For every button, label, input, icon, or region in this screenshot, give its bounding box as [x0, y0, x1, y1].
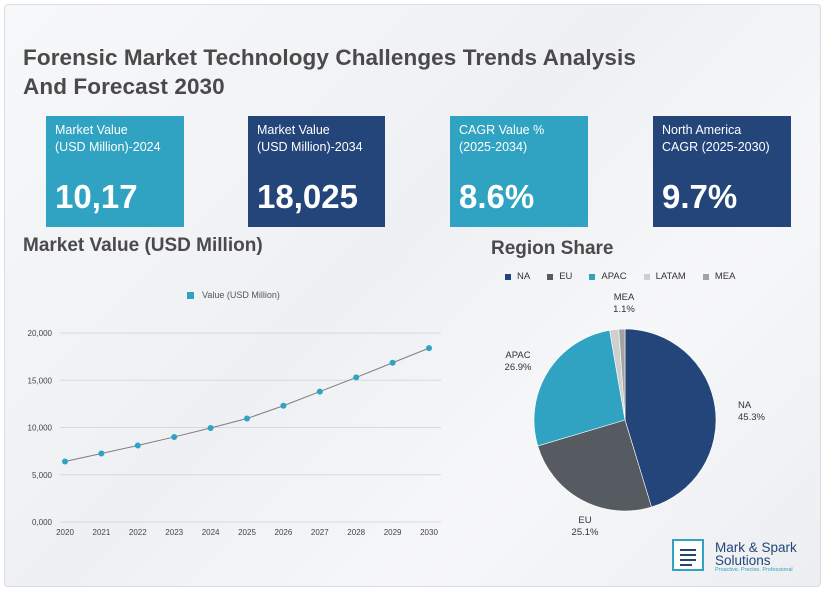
stat-card-market-value-2024: Market Value (USD Million)-2024 10,17 — [46, 116, 184, 227]
y-tick-label: 0,000 — [32, 518, 53, 527]
line-chart: 0,000 5,000 10,000 15,000 20,000 2020 2021 2022… — [28, 329, 441, 537]
company-name: Mark & Spark Solutions — [715, 540, 797, 568]
pie-slice-mea — [618, 328, 626, 421]
series-line — [64, 347, 430, 463]
legend-swatch — [643, 273, 650, 280]
data-point — [353, 374, 360, 381]
legend-swatch — [547, 273, 554, 280]
stat-card-label: Market Value (USD Million)-2024 — [55, 123, 161, 154]
stat-card-value: 8.6% — [459, 178, 535, 215]
data-point — [171, 433, 178, 440]
company-tagline: Proactive. Precise. Professional — [715, 567, 793, 573]
x-tick-label: 2021 — [93, 528, 111, 537]
x-tick-label: 2025 — [238, 528, 256, 537]
legend-item-mea: MEA — [702, 271, 736, 282]
legend-item-apac: APAC — [589, 271, 627, 282]
x-tick-label: 2030 — [420, 528, 438, 537]
data-point — [426, 345, 432, 352]
x-tick-label: 2024 — [202, 528, 220, 537]
page-title: Forensic Market Technology Challenges Tr… — [23, 45, 636, 99]
x-tick-label: 2020 — [56, 528, 74, 537]
legend-item-eu: EU — [547, 271, 572, 282]
pie-label-value: 1.1% — [613, 304, 635, 315]
data-point — [207, 424, 214, 431]
data-point — [316, 388, 323, 395]
y-tick-label: 10,000 — [28, 424, 53, 433]
data-point — [280, 402, 287, 409]
data-point — [62, 458, 68, 465]
pie-slice-eu — [537, 419, 652, 512]
company-logo: Mark & Spark Solutions Proactive. Precis… — [672, 539, 812, 575]
legend-swatch — [589, 273, 596, 280]
legend-swatch — [505, 273, 511, 280]
stat-card-market-value-2034: Market Value (USD Million)-2034 18,025 — [248, 116, 385, 227]
x-tick-label: 2028 — [347, 528, 365, 537]
pie-label-value: 45.3% — [738, 412, 765, 423]
legend-swatch — [187, 292, 194, 300]
pie-label-name: APAC — [505, 350, 530, 361]
legend-label: APAC — [601, 271, 627, 282]
legend-label: NA — [517, 271, 531, 282]
pie-slice-na — [624, 328, 717, 508]
line-chart-section-title: Market Value (USD Million) — [23, 235, 263, 256]
data-point — [389, 359, 396, 366]
pie-chart-legend: NA EU APAC LATAM MEA — [505, 271, 752, 282]
y-tick-label: 15,000 — [28, 376, 53, 385]
x-tick-label: 2027 — [311, 528, 329, 537]
legend-label: Value (USD Million) — [202, 290, 280, 300]
legend-label: LATAM — [655, 271, 686, 282]
data-point — [134, 442, 141, 449]
legend-item-na: NA — [505, 271, 530, 282]
data-point — [244, 415, 250, 422]
stat-card-label: CAGR Value % (2025-2034) — [459, 123, 545, 154]
pie-label-name: MEA — [614, 292, 635, 303]
legend-label: EU — [559, 271, 573, 282]
line-chart-legend: Value (USD Million) — [187, 290, 280, 300]
y-tick-label: 5,000 — [32, 471, 53, 480]
pie-label-name: EU — [578, 515, 591, 526]
stat-card-value: 10,17 — [55, 178, 138, 215]
y-tick-label: 20,000 — [28, 329, 53, 338]
x-tick-label: 2022 — [129, 528, 147, 537]
data-point — [98, 450, 105, 457]
x-tick-label: 2026 — [275, 528, 293, 537]
legend-label: MEA — [714, 271, 736, 282]
pie-chart-section-title: Region Share — [491, 238, 614, 259]
stat-card-north-america-cagr: North America CAGR (2025-2030) 9.7% — [653, 116, 791, 227]
infographic-frame: Forensic Market Technology Challenges Tr… — [4, 4, 821, 587]
stat-card-label: Market Value (USD Million)-2034 — [257, 123, 363, 154]
x-tick-label: 2023 — [165, 528, 183, 537]
pie-label-name: NA — [738, 400, 752, 411]
pie-label-value: 25.1% — [572, 527, 599, 535]
x-tick-label: 2029 — [384, 528, 402, 537]
stat-card-value: 9.7% — [662, 178, 738, 215]
stat-card-label: North America CAGR (2025-2030) — [662, 123, 770, 154]
stat-card-cagr-value: CAGR Value % (2025-2034) 8.6% — [450, 116, 588, 227]
pie-slice-apac — [533, 329, 626, 447]
legend-item-latam: LATAM — [643, 271, 686, 282]
pie-label-value: 26.9% — [505, 362, 532, 373]
document-lines-icon — [672, 539, 704, 571]
stat-card-value: 18,025 — [257, 178, 358, 215]
legend-swatch — [702, 273, 709, 280]
